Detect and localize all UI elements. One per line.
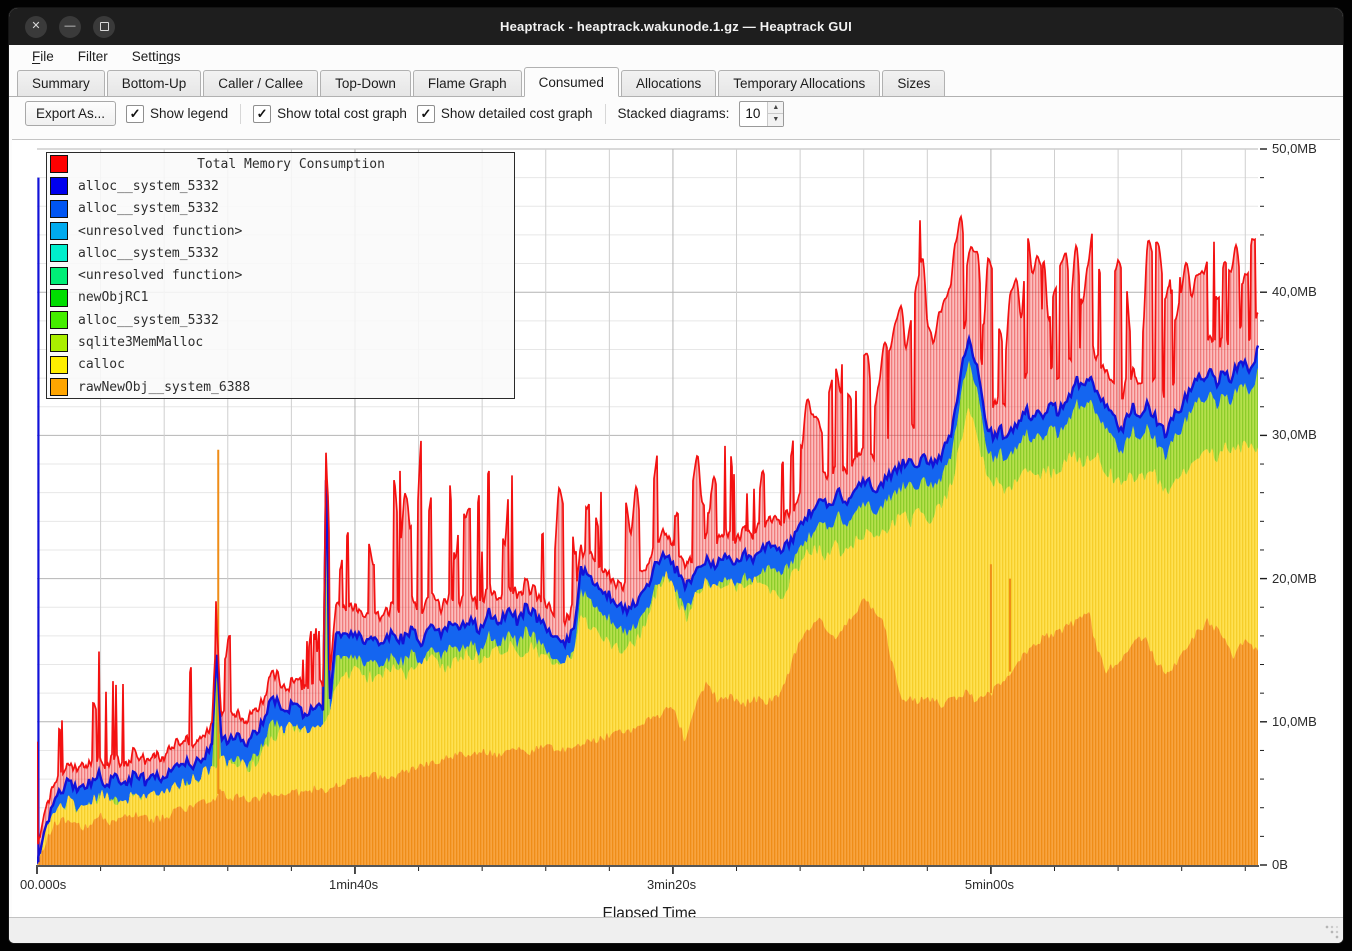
toolbar: Export As... ✓ Show legend ✓ Show total … [9,97,1343,130]
y-tick-label: 30,0MB [1272,427,1317,442]
legend-swatch [50,267,68,285]
status-bar [9,917,1343,943]
legend-item: sqlite3MemMalloc [47,331,514,353]
legend-title-row: Total Memory Consumption [47,153,514,175]
x-tick-label: 1min40s [329,877,378,892]
minimize-button[interactable]: — [59,16,81,38]
checkbox-check-icon: ✓ [253,105,271,123]
legend-item: rawNewObj__system_6388 [47,376,514,398]
legend-swatch [50,244,68,262]
x-tick-label: 3min20s [647,877,696,892]
screen: ✕ — Heaptrack - heaptrack.wakunode.1.gz … [0,0,1352,951]
legend-item: alloc__system_5332 [47,242,514,264]
legend-item: alloc__system_5332 [47,175,514,197]
menu-bar: File Filter Settings [9,45,1343,68]
tab-caller-callee[interactable]: Caller / Callee [203,70,318,96]
y-tick-label: 10,0MB [1272,714,1317,729]
tab-summary[interactable]: Summary [17,70,105,96]
y-tick-label: 40,0MB [1272,284,1317,299]
maximize-button[interactable] [93,16,115,38]
tab-allocations[interactable]: Allocations [621,70,716,96]
window-controls: ✕ — [25,8,115,45]
menu-settings[interactable]: Settings [122,47,191,66]
legend-item: alloc__system_5332 [47,198,514,220]
spinbox-value: 10 [740,102,767,126]
legend-swatch [50,378,68,396]
spin-down-button[interactable]: ▼ [768,114,783,126]
legend-swatch [50,200,68,218]
heaptrack-window: ✕ — Heaptrack - heaptrack.wakunode.1.gz … [9,8,1343,943]
legend-swatch [50,356,68,374]
legend-swatch [50,311,68,329]
legend-item: alloc__system_5332 [47,309,514,331]
y-tick-label: 20,0MB [1272,571,1317,586]
show-total-cost-checkbox[interactable]: ✓ Show total cost graph [253,105,407,123]
checkbox-check-icon: ✓ [126,105,144,123]
chart-legend: Total Memory Consumption alloc__system_53… [46,152,515,399]
window-title: Heaptrack - heaptrack.wakunode.1.gz — He… [9,19,1343,34]
legend-swatch [50,289,68,307]
spin-up-button[interactable]: ▲ [768,102,783,115]
legend-swatch [50,177,68,195]
toolbar-separator [605,104,606,124]
stacked-diagrams-label: Stacked diagrams: [618,106,730,121]
x-tick-label: 5min00s [965,877,1014,892]
legend-item: newObjRC1 [47,287,514,309]
legend-item: <unresolved function> [47,220,514,242]
show-detailed-cost-checkbox[interactable]: ✓ Show detailed cost graph [417,105,593,123]
tab-consumed[interactable]: Consumed [524,67,619,97]
legend-title: Total Memory Consumption [68,157,514,172]
legend-swatch [50,334,68,352]
tab-top-down[interactable]: Top-Down [320,70,411,96]
legend-swatch [50,222,68,240]
tab-sizes[interactable]: Sizes [882,70,945,96]
chart-canvas: Total Memory Consumption alloc__system_53… [12,139,1340,924]
menu-file[interactable]: File [22,47,64,66]
close-button[interactable]: ✕ [25,16,47,38]
show-legend-checkbox[interactable]: ✓ Show legend [126,105,228,123]
tab-bottom-up[interactable]: Bottom-Up [107,70,202,96]
title-bar[interactable]: ✕ — Heaptrack - heaptrack.wakunode.1.gz … [9,8,1343,45]
legend-item: <unresolved function> [47,264,514,286]
y-tick-label: 0B [1272,857,1288,872]
maximize-icon [100,22,109,31]
legend-item: calloc [47,354,514,376]
toolbar-separator [240,104,241,124]
tab-temporary-allocations[interactable]: Temporary Allocations [718,70,880,96]
checkbox-check-icon: ✓ [417,105,435,123]
tab-bar: SummaryBottom-UpCaller / CalleeTop-DownF… [9,68,1343,97]
stacked-diagrams-spinbox[interactable]: 10 ▲ ▼ [739,101,784,127]
resize-grip[interactable] [1325,925,1339,939]
x-tick-label: 00.000s [20,877,66,892]
legend-swatch [50,155,68,173]
export-as-button[interactable]: Export As... [25,101,116,126]
y-tick-label: 50,0MB [1272,141,1317,156]
tab-flame-graph[interactable]: Flame Graph [413,70,522,96]
menu-filter[interactable]: Filter [68,47,118,66]
